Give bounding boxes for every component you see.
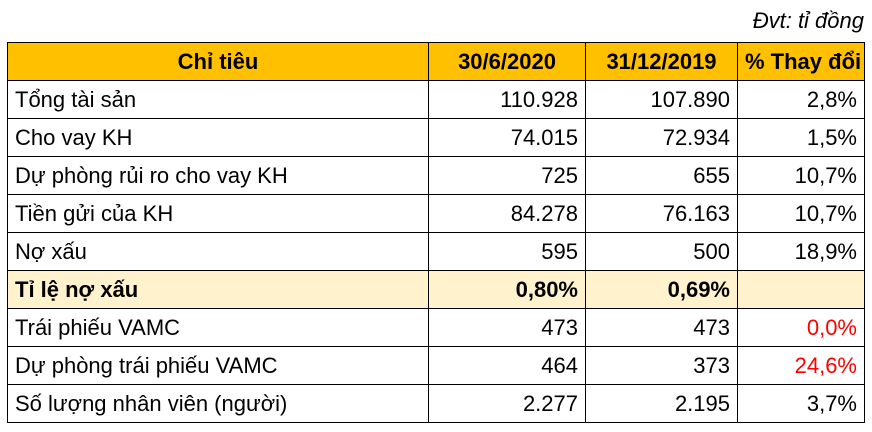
header-date-2020: 30/6/2020 xyxy=(428,42,586,81)
table-row: Dự phòng rủi ro cho vay KH 725 655 10,7% xyxy=(7,156,865,195)
value-change: 3,7% xyxy=(737,384,865,423)
table-row: Dự phòng trái phiếu VAMC 464 373 24,6% xyxy=(7,346,865,385)
row-label: Trái phiếu VAMC xyxy=(7,308,429,347)
value-2019: 500 xyxy=(585,232,738,271)
value-2019: 0,69% xyxy=(585,270,738,309)
table-row: Tiền gửi của KH 84.278 76.163 10,7% xyxy=(7,194,865,233)
table-row-highlight: Tỉ lệ nợ xấu 0,80% 0,69% xyxy=(7,270,865,309)
header-change: % Thay đổi xyxy=(737,42,865,81)
value-change: 10,7% xyxy=(737,156,865,195)
table-row: Trái phiếu VAMC 473 473 0,0% xyxy=(7,308,865,347)
header-indicator: Chỉ tiêu xyxy=(7,42,429,81)
value-change: 0,0% xyxy=(737,308,865,347)
value-2020: 74.015 xyxy=(428,118,586,157)
value-2019: 2.195 xyxy=(585,384,738,423)
financial-table: Chỉ tiêu 30/6/2020 31/12/2019 % Thay đổi… xyxy=(7,42,865,423)
value-2019: 473 xyxy=(585,308,738,347)
value-2019: 107.890 xyxy=(585,80,738,119)
row-label: Cho vay KH xyxy=(7,118,429,157)
value-2020: 84.278 xyxy=(428,194,586,233)
value-2019: 373 xyxy=(585,346,738,385)
value-2020: 595 xyxy=(428,232,586,271)
table-row: Cho vay KH 74.015 72.934 1,5% xyxy=(7,118,865,157)
row-label: Số lượng nhân viên (người) xyxy=(7,384,429,423)
value-change: 1,5% xyxy=(737,118,865,157)
value-2020: 2.277 xyxy=(428,384,586,423)
value-change xyxy=(737,270,865,309)
value-2019: 655 xyxy=(585,156,738,195)
row-label: Tổng tài sản xyxy=(7,80,429,119)
row-label: Tiền gửi của KH xyxy=(7,194,429,233)
row-label: Dự phòng trái phiếu VAMC xyxy=(7,346,429,385)
value-change: 2,8% xyxy=(737,80,865,119)
value-change: 24,6% xyxy=(737,346,865,385)
value-2020: 0,80% xyxy=(428,270,586,309)
value-2020: 110.928 xyxy=(428,80,586,119)
table-row: Tổng tài sản 110.928 107.890 2,8% xyxy=(7,80,865,119)
value-2019: 76.163 xyxy=(585,194,738,233)
value-2019: 72.934 xyxy=(585,118,738,157)
value-2020: 464 xyxy=(428,346,586,385)
header-row: Chỉ tiêu 30/6/2020 31/12/2019 % Thay đổi xyxy=(7,42,865,81)
value-2020: 725 xyxy=(428,156,586,195)
header-date-2019: 31/12/2019 xyxy=(585,42,738,81)
table-row: Số lượng nhân viên (người) 2.277 2.195 3… xyxy=(7,384,865,423)
value-change: 18,9% xyxy=(737,232,865,271)
value-2020: 473 xyxy=(428,308,586,347)
value-change: 10,7% xyxy=(737,194,865,233)
table-row: Nợ xấu 595 500 18,9% xyxy=(7,232,865,271)
row-label: Tỉ lệ nợ xấu xyxy=(7,270,429,309)
row-label: Dự phòng rủi ro cho vay KH xyxy=(7,156,429,195)
unit-note: Đvt: tỉ đồng xyxy=(752,8,864,33)
row-label: Nợ xấu xyxy=(7,232,429,271)
